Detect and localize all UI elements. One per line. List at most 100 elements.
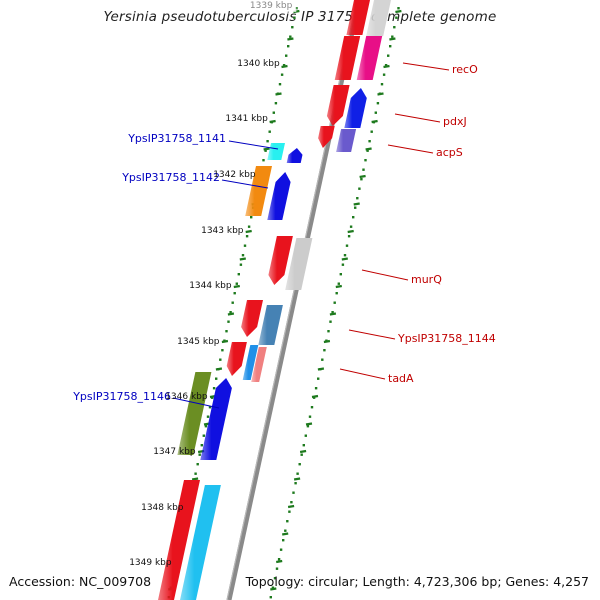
accession-label: Accession: (9, 574, 76, 589)
tick-dash (221, 339, 229, 344)
tick-dash (389, 37, 396, 41)
tick-dot (308, 415, 312, 418)
tick-dash (353, 202, 360, 206)
label-leader-line (361, 269, 409, 281)
tick-dot (282, 539, 285, 542)
length-value: 4,723,306 bp (413, 574, 498, 589)
tick-dot (362, 168, 365, 171)
tick-dash (269, 119, 276, 124)
gene-pdxJ-partner (326, 85, 350, 126)
tick-dot (345, 244, 349, 247)
tick-dash (341, 257, 348, 261)
tick-dot (335, 292, 338, 295)
tick-dot (380, 83, 384, 86)
tick-dot (291, 26, 294, 29)
tick-dot (198, 453, 201, 456)
tick-dot (376, 102, 380, 105)
tick-dash (317, 367, 325, 371)
tick-dot (349, 225, 353, 228)
tick-dot (241, 254, 245, 257)
tick-dot (215, 377, 218, 380)
tick-dot (264, 149, 267, 152)
label-leader-line (221, 179, 269, 189)
tick-dot (212, 387, 216, 390)
gene-pdxJ (344, 88, 367, 128)
tick-dash (383, 64, 390, 69)
tick-dot (243, 244, 247, 247)
scale-label: 1347 kbp (153, 447, 196, 457)
tick-dot (231, 301, 234, 304)
tick-dot (364, 159, 367, 162)
tick-dot (300, 453, 303, 456)
tick-dot (285, 54, 288, 57)
tick-dot (266, 140, 269, 143)
map-title: Yersinia pseudotuberculosis IP 31758, co… (103, 9, 497, 25)
gene-label-pdxJ[interactable]: pdxJ (443, 115, 467, 128)
scale-label: 1345 kbp (177, 337, 220, 347)
label-leader-line (172, 397, 220, 409)
tick-dot (200, 444, 203, 447)
gene-label-YpsIP31758_1142[interactable]: YpsIP31758_1142 (121, 171, 220, 184)
scale-label: 1339 kbp (250, 1, 293, 11)
gene-top-grey (366, 0, 392, 36)
tick-dot (358, 187, 361, 190)
gene-label-YpsIP31758_1146[interactable]: YpsIP31758_1146 (72, 390, 171, 403)
tick-dot (277, 558, 281, 561)
tick-dot (317, 377, 320, 380)
scale-label: 1346 kbp (165, 392, 208, 402)
gene-acpS (336, 129, 357, 152)
tick-dot (293, 16, 296, 19)
tick-dot (327, 330, 330, 333)
tick-dash (299, 449, 307, 454)
gene-murQ-partner (268, 236, 293, 285)
tick-dot (289, 35, 292, 38)
tick-dash (329, 312, 337, 316)
scale-label: 1349 kbp (129, 558, 172, 568)
tick-dot (279, 548, 283, 551)
tick-dot (337, 282, 340, 285)
tick-dot (278, 83, 282, 86)
gene-1146 (177, 372, 212, 455)
tick-dash (287, 37, 294, 41)
genome-stats: Topology: circular; Length: 4,723,306 bp… (245, 574, 589, 589)
tick-dot (393, 26, 396, 29)
gene-label-recO[interactable]: recO (452, 63, 478, 76)
gene-label-YpsIP31758_1144[interactable]: YpsIP31758_1144 (397, 332, 496, 345)
label-leader-line (339, 368, 386, 380)
gene-label-YpsIP31758_1141[interactable]: YpsIP31758_1141 (127, 132, 226, 145)
tick-dash (281, 64, 288, 69)
tick-dot (221, 349, 224, 352)
gene-bottom-cyan (180, 485, 221, 600)
tick-dot (331, 311, 334, 314)
tick-dot (219, 358, 222, 361)
tick-dash (191, 477, 199, 481)
tick-dot (387, 54, 390, 57)
tick-dash (287, 504, 295, 509)
tick-dot (282, 64, 286, 67)
gene-1144-partner (241, 300, 263, 337)
tick-dot (304, 434, 307, 437)
gene-label-acpS[interactable]: acpS (436, 146, 463, 159)
tick-dot (352, 216, 355, 219)
tick-dot (374, 111, 377, 114)
tick-dot (204, 425, 208, 428)
tick-dot (229, 311, 232, 314)
tick-dot (356, 197, 359, 200)
scale-label: 1342 kbp (213, 170, 256, 180)
tick-dot (202, 434, 205, 437)
gene-bottom-red (158, 480, 200, 600)
tick-dash (323, 339, 331, 344)
tick-dot (321, 358, 324, 361)
gene-label-murQ[interactable]: murQ (411, 273, 442, 286)
gene-label-tadA[interactable]: tadA (388, 372, 414, 385)
tick-dot (314, 387, 318, 390)
tick-dot (395, 16, 398, 19)
tick-dash (377, 92, 384, 96)
gene-labels: YpsIP31758_1141 YpsIP31758_1142 YpsIP31758… (72, 62, 496, 409)
tick-dot (208, 406, 212, 409)
tick-dash (270, 587, 277, 591)
scale-label: 1344 kbp (189, 281, 232, 291)
length-label: Length: (362, 574, 410, 589)
tick-dot (382, 73, 386, 76)
